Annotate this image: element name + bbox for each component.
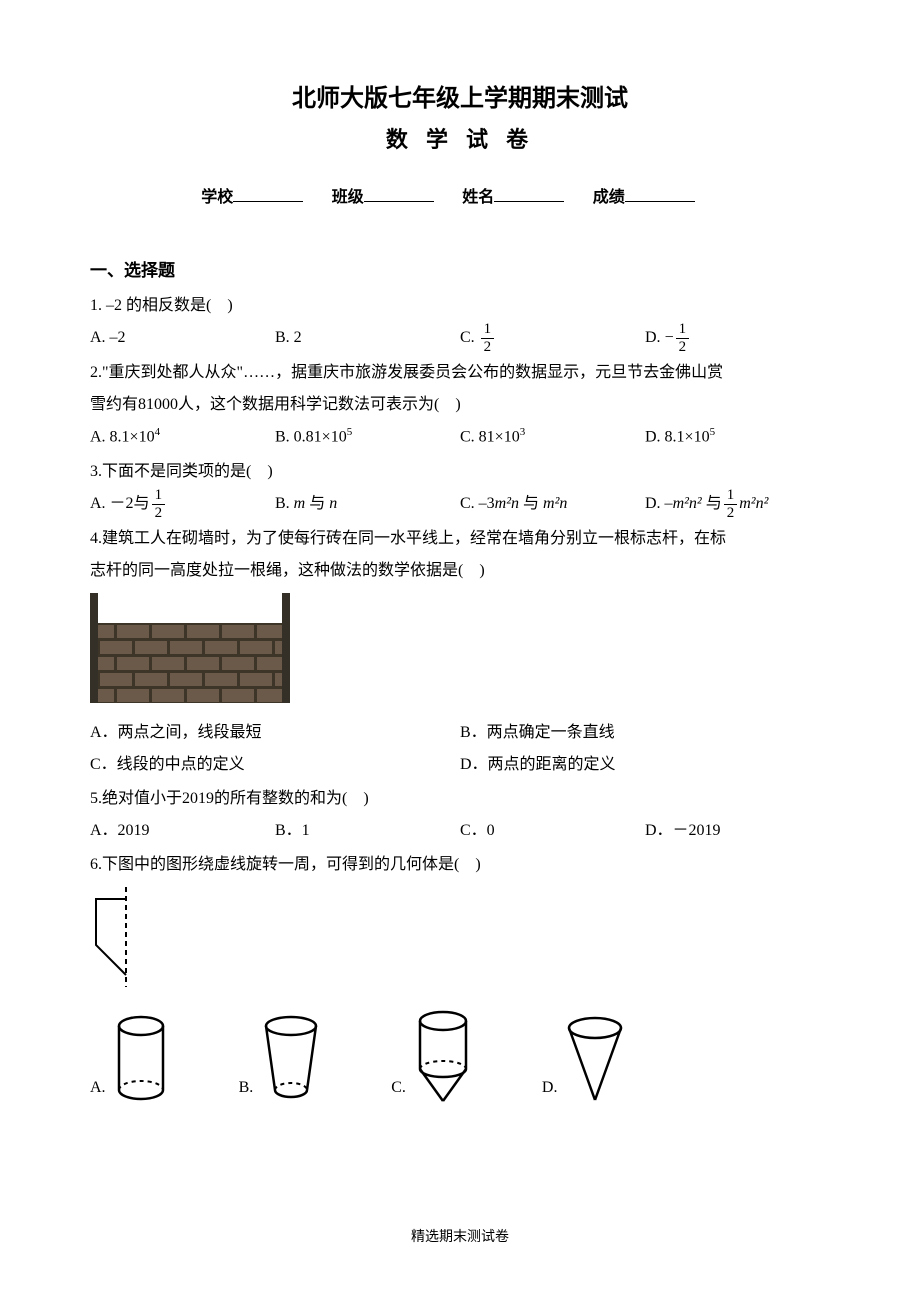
q6-text: 6.下图中的图形绕虚线旋转一周，可得到的几何体是( ) bbox=[90, 849, 830, 881]
q2-c-base: C. 81×10 bbox=[460, 429, 520, 446]
q3-a-pre: A. －2与 bbox=[90, 495, 150, 512]
q3-d-m2n2b: m²n² bbox=[739, 495, 768, 512]
q3-opt-d: D. –m²n² 与12m²n² bbox=[645, 488, 830, 521]
blank-score[interactable] bbox=[625, 185, 695, 202]
q1-text: 1. –2 的相反数是( ) bbox=[90, 290, 830, 322]
q4-line1: 4.建筑工人在砌墙时，为了使每行砖在同一水平线上，经常在墙角分别立一根标志杆，在… bbox=[90, 523, 830, 555]
q6-rotation-figure bbox=[90, 887, 830, 999]
q4-opt-d: D．两点的距离的定义 bbox=[460, 749, 830, 781]
frac-den: 2 bbox=[724, 505, 738, 521]
info-blanks: 学校 班级 姓名 成绩 bbox=[90, 182, 830, 214]
q2-opt-b: B. 0.81×105 bbox=[275, 421, 460, 453]
question-1: 1. –2 的相反数是( ) A. –2 B. 2 C. 12 D. −12 bbox=[90, 290, 830, 355]
q6-b-label: B. bbox=[239, 1072, 254, 1104]
label-score: 成绩 bbox=[593, 189, 625, 206]
q3-d-m2n2a: m²n² bbox=[673, 495, 702, 512]
question-2: 2."重庆到处都人从众"……，据重庆市旅游发展委员会公布的数据显示，元旦节去金佛… bbox=[90, 357, 830, 453]
frac-num: 1 bbox=[481, 322, 495, 339]
question-3: 3.下面不是同类项的是( ) A. －2与12 B. m 与 n C. –3m²… bbox=[90, 456, 830, 521]
q6-opt-a: A. bbox=[90, 1014, 169, 1104]
q3-b-mid: 与 bbox=[305, 495, 329, 512]
q2-d-exp: 5 bbox=[710, 426, 716, 438]
q3-d-mid: 与 bbox=[702, 495, 722, 512]
q1-opt-d: D. −12 bbox=[645, 322, 830, 355]
q1-opt-c: C. 12 bbox=[460, 322, 645, 355]
q2-a-base: A. 8.1×10 bbox=[90, 429, 155, 446]
cylinder-icon bbox=[114, 1014, 169, 1104]
q2-d-base: D. 8.1×10 bbox=[645, 429, 710, 446]
q2-c-exp: 3 bbox=[520, 426, 526, 438]
q2-line1: 2."重庆到处都人从众"……，据重庆市旅游发展委员会公布的数据显示，元旦节去金佛… bbox=[90, 357, 830, 389]
q1-d-pre: D. bbox=[645, 330, 665, 347]
frac-num: 1 bbox=[724, 488, 738, 505]
q6-opt-c: C. bbox=[391, 1009, 472, 1104]
q3-c-m2n2: m²n bbox=[543, 495, 567, 512]
q3-opt-b: B. m 与 n bbox=[275, 488, 460, 521]
label-class: 班级 bbox=[332, 189, 364, 206]
fraction-half: 12 bbox=[152, 488, 166, 521]
cylinder-cone-icon bbox=[414, 1009, 472, 1104]
question-6: 6.下图中的图形绕虚线旋转一周，可得到的几何体是( ) A. B. bbox=[90, 849, 830, 1104]
q2-opt-c: C. 81×103 bbox=[460, 421, 645, 453]
question-5: 5.绝对值小于2019的所有整数的和为( ) A．2019 B．1 C．0 D．… bbox=[90, 783, 830, 847]
q1-opt-a: A. –2 bbox=[90, 322, 275, 355]
q5-opt-a: A．2019 bbox=[90, 815, 275, 847]
q3-text: 3.下面不是同类项的是( ) bbox=[90, 456, 830, 488]
q3-b-n: n bbox=[329, 495, 337, 512]
title-sub: 数 学 试 卷 bbox=[90, 118, 830, 162]
fraction-half: 12 bbox=[676, 322, 690, 355]
q5-opt-b: B．1 bbox=[275, 815, 460, 847]
q6-a-label: A. bbox=[90, 1072, 106, 1104]
q3-c-mid: 与 bbox=[519, 495, 543, 512]
q3-b-pre: B. bbox=[275, 495, 294, 512]
q6-d-label: D. bbox=[542, 1072, 558, 1104]
q3-opt-a: A. －2与12 bbox=[90, 488, 275, 521]
q2-opt-a: A. 8.1×104 bbox=[90, 421, 275, 453]
q4-opt-b: B．两点确定一条直线 bbox=[460, 717, 830, 749]
label-name: 姓名 bbox=[462, 189, 494, 206]
blank-class[interactable] bbox=[364, 185, 434, 202]
frac-den: 2 bbox=[481, 339, 495, 355]
cone-icon bbox=[565, 1014, 625, 1104]
q4-opt-c: C．线段的中点的定义 bbox=[90, 749, 460, 781]
q5-text: 5.绝对值小于2019的所有整数的和为( ) bbox=[90, 783, 830, 815]
q3-opt-c: C. –3m²n 与 m²n bbox=[460, 488, 645, 521]
frac-den: 2 bbox=[676, 339, 690, 355]
blank-name[interactable] bbox=[494, 185, 564, 202]
fraction-half: 12 bbox=[724, 488, 738, 521]
q1-opt-b: B. 2 bbox=[275, 322, 460, 355]
q2-b-base: B. 0.81×10 bbox=[275, 429, 347, 446]
frustum-up-icon bbox=[261, 1014, 321, 1104]
title-main: 北师大版七年级上学期期末测试 bbox=[90, 80, 830, 118]
q6-opt-b: B. bbox=[239, 1014, 322, 1104]
q6-c-label: C. bbox=[391, 1072, 406, 1104]
fraction-half: 12 bbox=[481, 322, 495, 355]
q3-b-m: m bbox=[294, 495, 306, 512]
section-1-heading: 一、选择题 bbox=[90, 254, 830, 288]
frac-num: 1 bbox=[676, 322, 690, 339]
frac-den: 2 bbox=[152, 505, 166, 521]
q6-opt-d: D. bbox=[542, 1014, 626, 1104]
page-footer: 精选期末测试卷 bbox=[90, 1224, 830, 1252]
label-school: 学校 bbox=[201, 189, 233, 206]
wall-figure bbox=[90, 593, 830, 715]
q3-d-pre: D. – bbox=[645, 495, 673, 512]
q4-line2: 志杆的同一高度处拉一根绳，这种做法的数学依据是( ) bbox=[90, 555, 830, 587]
blank-school[interactable] bbox=[233, 185, 303, 202]
q3-c-pre: C. –3 bbox=[460, 495, 495, 512]
q2-line2: 雪约有81000人，这个数据用科学记数法可表示为( ) bbox=[90, 389, 830, 421]
q2-b-exp: 5 bbox=[347, 426, 353, 438]
q5-opt-d: D．－2019 bbox=[645, 815, 830, 847]
q2-a-exp: 4 bbox=[155, 426, 161, 438]
q2-opt-d: D. 8.1×105 bbox=[645, 421, 830, 453]
q4-opt-a: A．两点之间，线段最短 bbox=[90, 717, 460, 749]
question-4: 4.建筑工人在砌墙时，为了使每行砖在同一水平线上，经常在墙角分别立一根标志杆，在… bbox=[90, 523, 830, 781]
frac-num: 1 bbox=[152, 488, 166, 505]
q3-c-m2n: m²n bbox=[495, 495, 519, 512]
q1-c-pre: C. bbox=[460, 330, 479, 347]
q5-opt-c: C．0 bbox=[460, 815, 645, 847]
